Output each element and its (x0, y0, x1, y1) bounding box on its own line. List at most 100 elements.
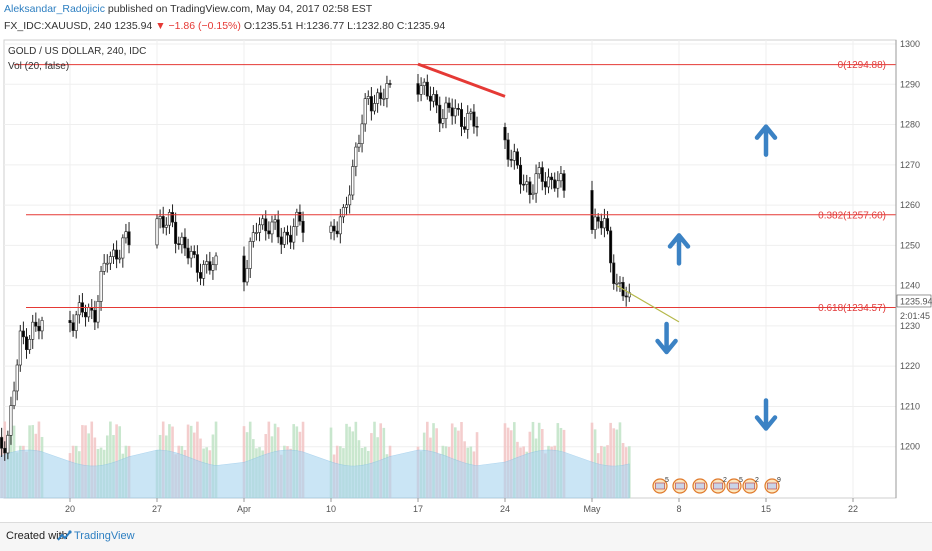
candle-body (12, 390, 16, 406)
candle-body (469, 111, 473, 114)
candle-body (515, 151, 519, 166)
candle-body (447, 102, 451, 109)
volume-bar (345, 423, 348, 498)
current-price-tag (896, 294, 932, 308)
candle-body (512, 151, 516, 161)
flag-icon (713, 482, 723, 490)
candle-body (360, 123, 364, 144)
economic-event-icon: 2 (742, 477, 759, 494)
candle-body (195, 254, 199, 273)
candle-body (183, 236, 187, 249)
candle-body (192, 251, 196, 255)
candle-body (388, 83, 392, 85)
candle-body (164, 224, 168, 228)
price-axis[interactable]: 1200 1210 1220 1230 1240 1250 1260 1270 1280 1290… (895, 39, 932, 498)
candle-body (525, 181, 529, 185)
volume-bar (373, 421, 376, 498)
candle-body (419, 85, 423, 95)
candle-body (93, 309, 97, 323)
candle-body (258, 224, 262, 233)
candle-body (422, 81, 426, 86)
tradingview-brand-link[interactable]: TradingView (74, 530, 135, 542)
candle-body (31, 321, 35, 340)
candle-body (15, 364, 19, 392)
tradingview-logo-icon[interactable] (56, 529, 72, 546)
candle-body (338, 216, 342, 235)
candle-body (202, 264, 206, 279)
candle-body (453, 108, 457, 117)
x-tick-label: May (583, 504, 601, 514)
candle-body (537, 167, 541, 175)
candle-body (463, 126, 467, 130)
volume-bar (214, 421, 218, 498)
economic-event-icon: 9 (764, 477, 781, 494)
candle-body (87, 307, 91, 318)
candle-body (596, 216, 600, 222)
y-tick-label: 1250 (900, 240, 920, 250)
candle-body (509, 159, 513, 161)
candle-body (528, 181, 532, 195)
candle-body (444, 102, 448, 119)
economic-event-icon: 5 (652, 477, 669, 494)
arrow-shape (754, 124, 778, 157)
candle-body (376, 92, 380, 104)
volume-bar (196, 421, 199, 498)
candle-body (186, 247, 190, 259)
volume-bar (612, 428, 616, 498)
candle-body (77, 302, 81, 316)
candle-body (161, 216, 165, 228)
candle-body (34, 321, 38, 327)
candle-body (211, 264, 215, 271)
candle-body (264, 218, 268, 232)
candle-body (174, 221, 178, 244)
author-link[interactable]: Aleksandar_Radojicic (4, 3, 105, 15)
candle-body (251, 232, 255, 242)
volume-bar (351, 431, 355, 498)
candle-body (115, 249, 119, 260)
candle-body (366, 96, 370, 99)
candle-body (248, 241, 252, 269)
candle-body (624, 295, 628, 298)
event-count: 9 (777, 477, 781, 484)
candle-body (261, 218, 265, 226)
candle-body (459, 109, 463, 127)
candle-body (503, 126, 507, 141)
candle-body (37, 325, 41, 332)
event-count: 5 (665, 477, 669, 484)
candle-body (171, 212, 175, 223)
candle-body (267, 230, 271, 235)
candle-body (167, 212, 171, 226)
trendlines (417, 62, 680, 323)
chart-grid (3, 39, 897, 499)
candle-body (84, 311, 88, 318)
x-tick-label: 17 (413, 504, 423, 514)
y-tick-label: 1200 (900, 442, 920, 452)
price-chart[interactable]: 0(1294.88) 0.382(1257.60) 0.618(1234.57) 5… (0, 36, 932, 522)
candle-body (341, 207, 345, 218)
candle-body (199, 272, 203, 279)
flag-icon (655, 482, 665, 490)
candle-body (96, 301, 100, 323)
candle-body (475, 125, 479, 128)
x-tick-label: 20 (65, 504, 75, 514)
candle-body (506, 139, 510, 160)
candle-body (155, 218, 159, 246)
x-tick-label: 10 (326, 504, 336, 514)
time-axis[interactable]: 20 27 Apr 10 17 24 May 8 15 22 (65, 498, 858, 514)
y-tick-label: 1220 (900, 361, 920, 371)
fib-level-label: 0.382(1257.60) (818, 210, 886, 221)
candle-body (345, 204, 349, 208)
event-count: 2 (723, 477, 727, 484)
candle-body (0, 437, 4, 449)
candle-body (543, 181, 547, 188)
fibonacci-levels: 0(1294.88) 0.382(1257.60) 0.618(1234.57) (14, 60, 896, 314)
footer-bar: Created with TradingView (0, 522, 932, 551)
candle-body (456, 108, 460, 110)
candle-body (438, 104, 442, 124)
event-badges: 5 2 5 2 9 (652, 477, 781, 494)
candle-body (553, 179, 557, 189)
y-tick-label: 1280 (900, 120, 920, 130)
candle-body (534, 173, 538, 194)
x-tick-label: 15 (761, 504, 771, 514)
candle-body (205, 261, 209, 265)
